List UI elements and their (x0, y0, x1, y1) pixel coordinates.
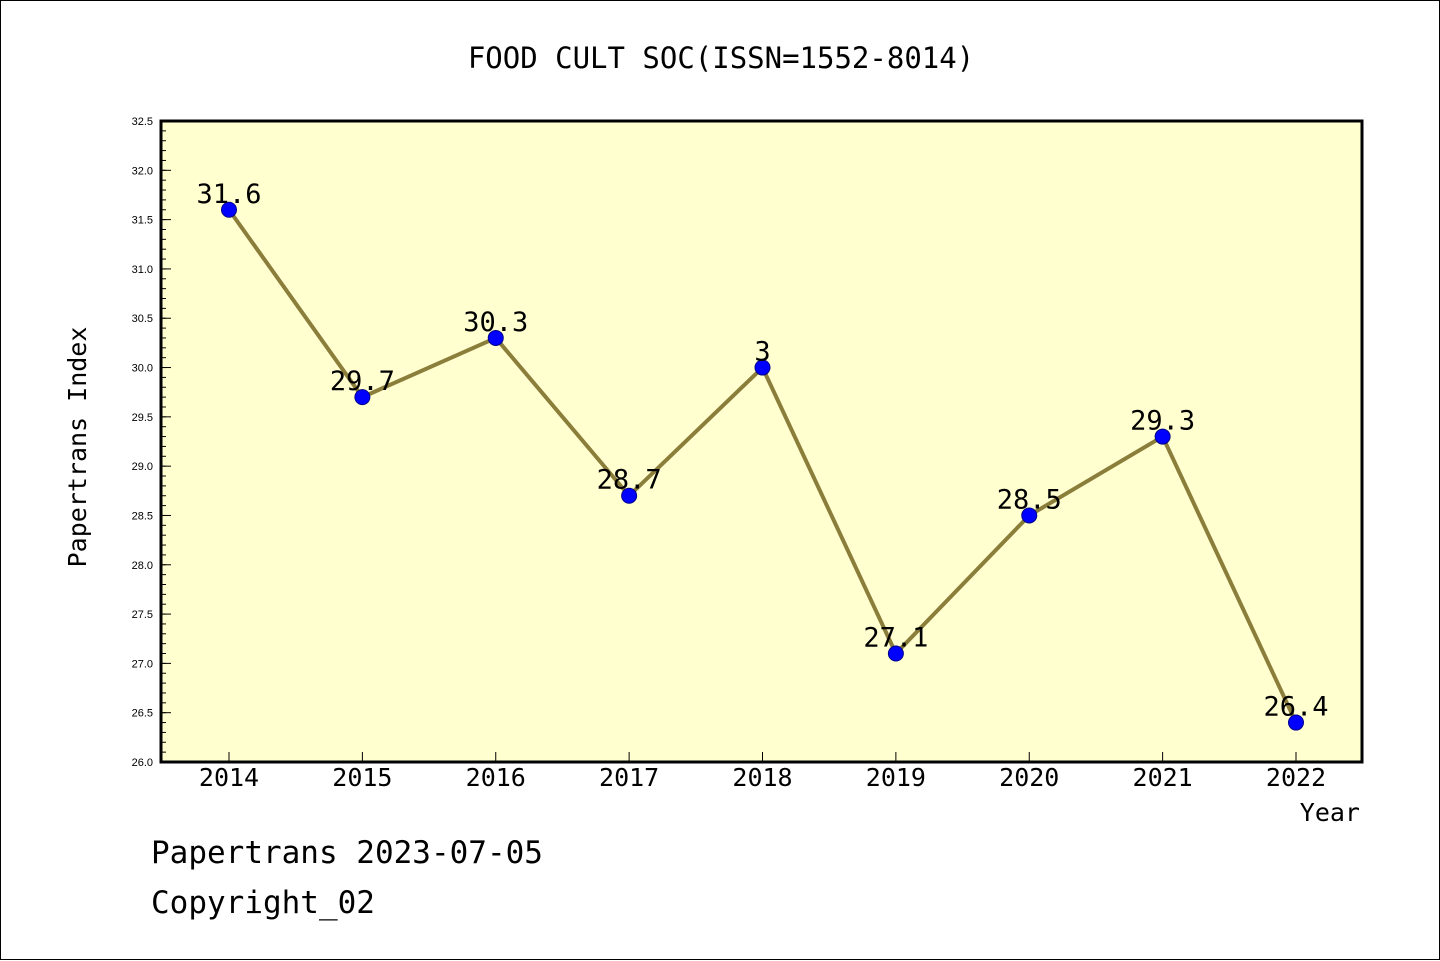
data-label: 27.1 (863, 623, 928, 654)
data-point (754, 359, 771, 376)
y-tick-label: 26.0 (132, 757, 153, 769)
y-axis-label: Papertrans Index (63, 327, 92, 568)
y-tick-label: 30.0 (132, 363, 153, 375)
data-label: 31.6 (196, 179, 261, 210)
x-tick-label: 2016 (466, 763, 526, 792)
footer-date-line: Papertrans 2023-07-05 (151, 835, 543, 871)
y-axis-ticks: 26.0 26.5 27.0 27.5 28.0 28.5 29.0 29.5 30.0 30.5… (132, 116, 171, 769)
y-tick-label: 29.0 (132, 461, 153, 473)
plot-border (159, 119, 1364, 764)
x-axis-label: Year (1300, 798, 1360, 827)
data-label: 28.7 (597, 465, 662, 496)
data-point (1154, 428, 1171, 445)
y-tick-label: 29.5 (132, 412, 153, 424)
x-tick-label: 2022 (1266, 763, 1326, 792)
series-layer: 31.6 29.7 30.3 28.7 3 27.1 28.5 29.3 26.4 (196, 179, 1329, 731)
data-point (621, 487, 638, 504)
x-tick-label: 2019 (866, 763, 926, 792)
y-tick-label: 31.5 (132, 215, 153, 227)
footer-copyright-line: Copyright_02 (151, 885, 375, 921)
x-tick-label: 2015 (332, 763, 392, 792)
y-tick-label: 32.5 (132, 116, 153, 128)
y-tick-label: 27.0 (132, 658, 153, 670)
y-tick-label: 28.5 (132, 510, 153, 522)
chart-title: FOOD CULT SOC(ISSN=1552-8014) (468, 41, 974, 75)
data-label: 29.3 (1130, 406, 1195, 437)
data-point (887, 645, 904, 662)
plot-background (161, 121, 1362, 762)
data-label: 28.5 (997, 484, 1062, 515)
y-tick-label: 28.0 (132, 560, 153, 572)
y-tick-label: 26.5 (132, 708, 153, 720)
data-label: 26.4 (1263, 692, 1328, 723)
data-label: 3 (754, 337, 770, 368)
y-tick-label: 32.0 (132, 165, 153, 177)
x-axis-ticks: 2014 2015 2016 2017 2018 2019 2020 2021 2022 (199, 752, 1326, 792)
data-label: 29.7 (330, 366, 395, 397)
data-label: 30.3 (463, 307, 528, 338)
y-tick-label: 31.0 (132, 264, 153, 276)
data-point (1288, 714, 1304, 731)
x-tick-label: 2017 (599, 763, 659, 792)
data-point (221, 201, 237, 218)
data-point (487, 329, 504, 346)
y-tick-label: 30.5 (132, 313, 153, 325)
y-tick-label: 27.5 (132, 609, 153, 621)
data-point (354, 389, 371, 406)
x-tick-label: 2021 (1133, 763, 1193, 792)
x-tick-label: 2014 (199, 763, 259, 792)
x-tick-label: 2020 (999, 763, 1059, 792)
data-point (1021, 507, 1038, 524)
x-tick-label: 2018 (732, 763, 792, 792)
